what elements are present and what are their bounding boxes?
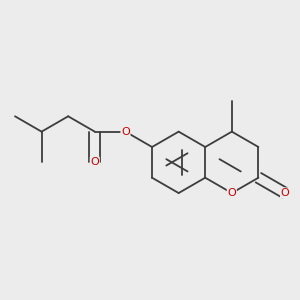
Text: O: O bbox=[227, 188, 236, 198]
Text: O: O bbox=[90, 158, 99, 167]
Text: O: O bbox=[121, 127, 130, 136]
Text: O: O bbox=[280, 188, 290, 198]
